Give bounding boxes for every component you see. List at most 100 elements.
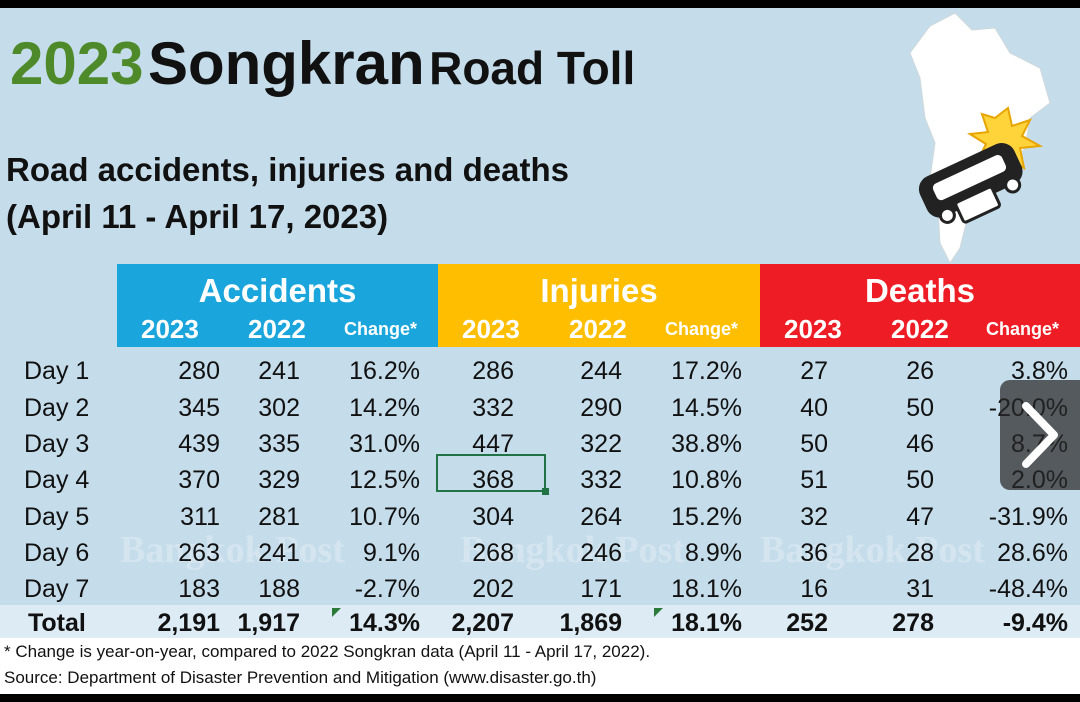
row-label: Total xyxy=(28,609,86,637)
total-row-background xyxy=(0,605,1080,638)
table-cell: -9.4% xyxy=(1002,609,1068,637)
table-cell: -31.9% xyxy=(988,503,1068,531)
excel-warning-marker xyxy=(654,608,663,617)
table-cell: 18.1% xyxy=(671,575,742,603)
table-cell: 171 xyxy=(580,575,622,603)
table-cell: 8.9% xyxy=(685,539,742,567)
row-label: Day 1 xyxy=(24,357,90,385)
row-label: Day 6 xyxy=(24,539,90,567)
table-cell: 188 xyxy=(258,575,300,603)
table-cell: 18.1% xyxy=(671,609,742,637)
table-cell: 40 xyxy=(800,394,828,422)
deaths-2022-header: 2022 xyxy=(891,314,949,344)
table-cell: 47 xyxy=(906,503,934,531)
table-cell: 329 xyxy=(258,466,300,494)
table-cell: 10.8% xyxy=(671,466,742,494)
table-cell: 447 xyxy=(472,430,514,458)
table-cell: 28.6% xyxy=(997,539,1068,567)
accidents-2023-header: 2023 xyxy=(141,314,199,344)
table-cell: 332 xyxy=(580,466,622,494)
table-cell: 16.2% xyxy=(349,357,420,385)
deaths-group-label: Deaths xyxy=(864,272,976,309)
table-cell: 252 xyxy=(786,609,828,637)
title-main: Songkran xyxy=(147,30,425,97)
table-cell: 10.7% xyxy=(349,503,420,531)
chevron-right-icon xyxy=(1022,402,1058,468)
watermark-1: Bangkok Post xyxy=(120,529,345,571)
table-cell: 286 xyxy=(472,357,514,385)
injuries-group-label: Injuries xyxy=(540,272,658,309)
table-cell: 304 xyxy=(472,503,514,531)
table-cell: 50 xyxy=(906,466,934,494)
table-cell: 46 xyxy=(906,430,934,458)
table-cell: 26 xyxy=(906,357,934,385)
table-cell: 31 xyxy=(906,575,934,603)
row-label: Day 5 xyxy=(24,503,90,531)
table-cell: 311 xyxy=(180,503,220,531)
table-cell: 368 xyxy=(472,466,514,494)
accidents-header: Accidents 2023 2022 Change* xyxy=(117,264,438,347)
table-cell: 244 xyxy=(580,357,622,385)
table-cell: 27 xyxy=(800,357,828,385)
table-cell: 268 xyxy=(472,539,514,567)
row-label: Day 2 xyxy=(24,394,90,422)
injuries-2023-header: 2023 xyxy=(462,314,520,344)
page-title: 2023 Songkran Road Toll xyxy=(10,34,635,94)
deaths-change-header: Change* xyxy=(986,319,1060,339)
table-cell: 290 xyxy=(580,394,622,422)
table-cell: 32 xyxy=(800,503,828,531)
deaths-2023-header: 2023 xyxy=(784,314,842,344)
table-cell: 31.0% xyxy=(349,430,420,458)
deaths-header: Deaths 2023 2022 Change* xyxy=(760,264,1080,347)
table-cell: 51 xyxy=(800,466,828,494)
accidents-change-header: Change* xyxy=(344,319,418,339)
source-line: Source: Department of Disaster Preventio… xyxy=(4,668,597,687)
table-cell: 16 xyxy=(800,575,828,603)
footnote: * Change is year-on-year, compared to 20… xyxy=(4,642,651,661)
accidents-group-label: Accidents xyxy=(198,272,357,309)
footer: * Change is year-on-year, compared to 20… xyxy=(0,638,1080,694)
title-year: 2023 xyxy=(10,30,144,97)
car-crash-icon xyxy=(918,106,1044,224)
table-cell: 2,191 xyxy=(157,609,220,637)
thailand-map-icon xyxy=(909,12,1051,264)
table-cell: 14.3% xyxy=(349,609,420,637)
table-cell: 241 xyxy=(258,539,300,567)
table-cell: 12.5% xyxy=(349,466,420,494)
table-cell: 280 xyxy=(178,357,220,385)
selected-cell[interactable] xyxy=(436,454,546,492)
injuries-header: Injuries 2023 2022 Change* xyxy=(438,264,760,347)
fill-handle[interactable] xyxy=(542,488,549,495)
table-cell: 281 xyxy=(258,503,300,531)
infographic-card: 2023 Songkran Road Toll Road accidents, … xyxy=(0,8,1080,694)
injuries-2022-header: 2022 xyxy=(569,314,627,344)
table-cell: 345 xyxy=(178,394,220,422)
table-cell: 15.2% xyxy=(671,503,742,531)
watermark-3: Bangkok Post xyxy=(760,529,985,571)
table-cell: 263 xyxy=(178,539,220,567)
table-cell: 302 xyxy=(258,394,300,422)
date-range: (April 11 - April 17, 2023) xyxy=(6,198,389,235)
table-cell: 264 xyxy=(580,503,622,531)
title-sub: Road Toll xyxy=(429,42,636,94)
table-cell: 14.5% xyxy=(671,394,742,422)
table-cell: 50 xyxy=(906,394,934,422)
row-label: Day 4 xyxy=(24,466,90,494)
next-button[interactable] xyxy=(1000,380,1080,490)
table-cell: -2.7% xyxy=(354,575,420,603)
table-cell: 36 xyxy=(800,539,828,567)
table-cell: 1,869 xyxy=(559,609,622,637)
table-cell: 370 xyxy=(178,466,220,494)
row-label: Day 3 xyxy=(24,430,90,458)
table-cell: 335 xyxy=(258,430,300,458)
table-cell: 1,917 xyxy=(237,609,300,637)
table-cell: 332 xyxy=(472,394,514,422)
table-cell: 439 xyxy=(178,430,220,458)
table-cell: -48.4% xyxy=(988,575,1068,603)
table-cell: 278 xyxy=(892,609,934,637)
table-cell: 2,207 xyxy=(451,609,514,637)
table-cell: 183 xyxy=(178,575,220,603)
table-cell: 28 xyxy=(906,539,934,567)
table-cell: 9.1% xyxy=(363,539,420,567)
table-cell: 246 xyxy=(580,539,622,567)
